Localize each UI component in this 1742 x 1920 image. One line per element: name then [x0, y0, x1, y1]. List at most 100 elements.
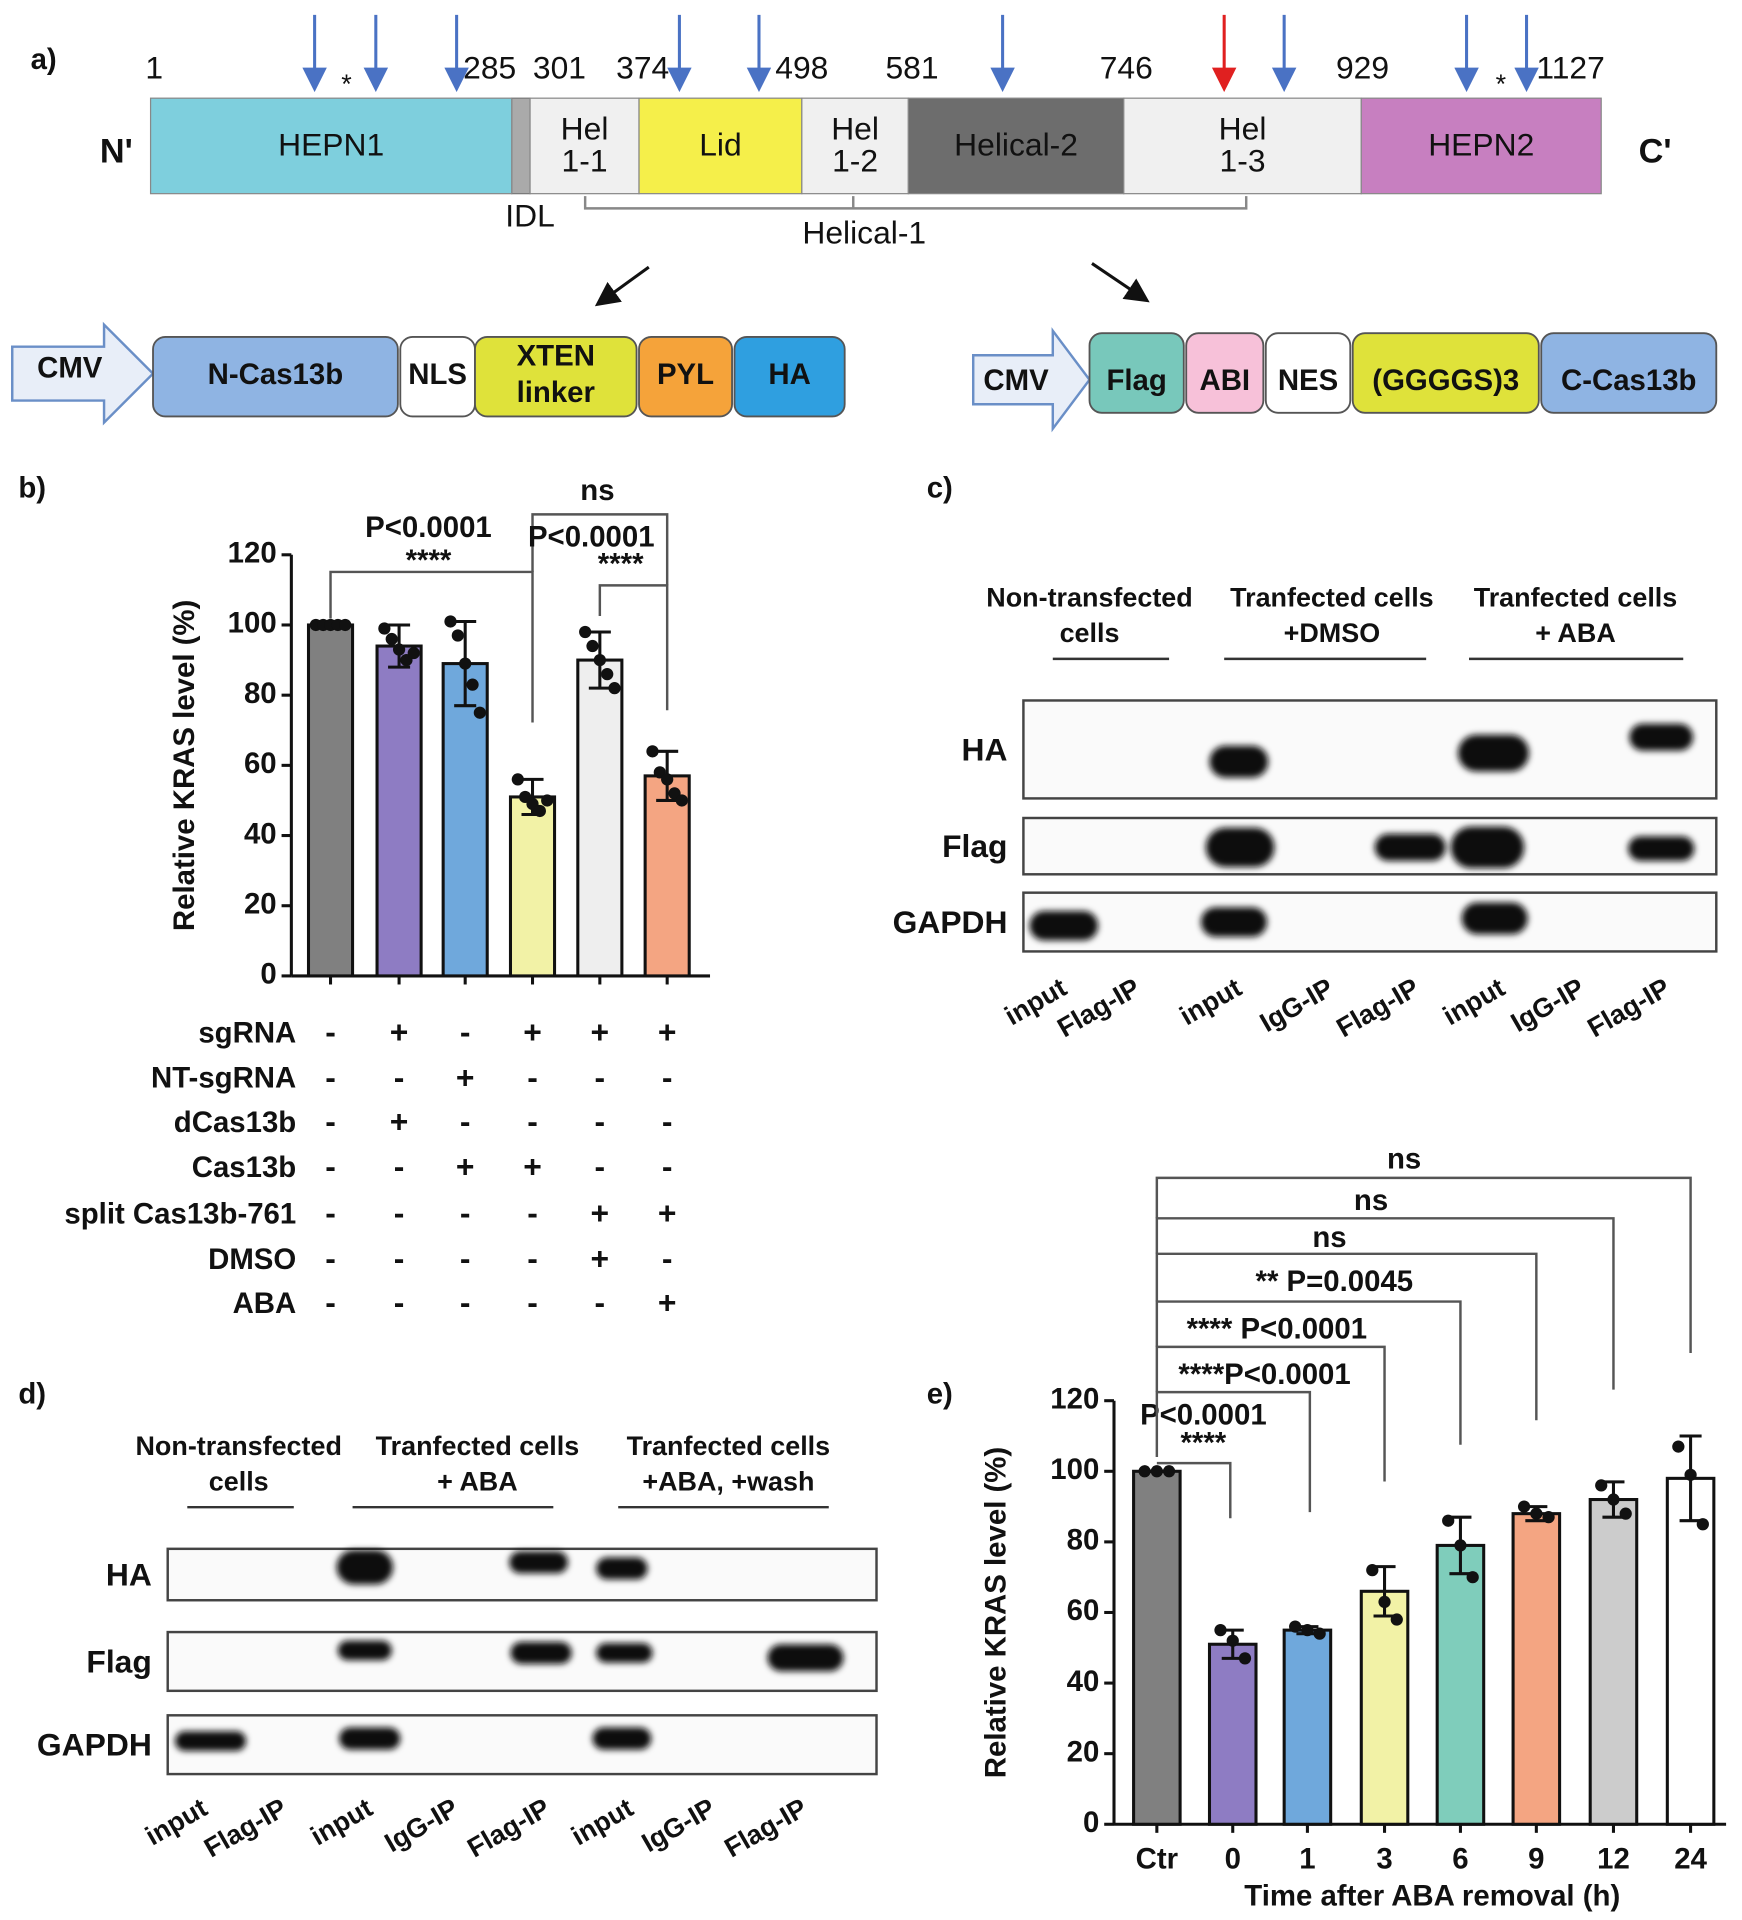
blot-band	[337, 1640, 392, 1661]
condition-sign: -	[325, 1241, 336, 1277]
condition-sign: -	[460, 1014, 471, 1050]
bar	[1132, 1469, 1182, 1826]
significance-label: P<0.0001	[365, 511, 492, 544]
construct-box	[1185, 332, 1265, 414]
data-point	[1366, 1564, 1379, 1577]
condition-sign: +	[390, 1014, 409, 1050]
bar	[1359, 1589, 1410, 1826]
significance-bracket	[1155, 1252, 1538, 1421]
data-point	[1238, 1652, 1252, 1665]
blot-band	[1205, 827, 1275, 867]
construct-label: PYL	[657, 358, 714, 391]
blot-band	[596, 1557, 648, 1580]
condition-sign: -	[595, 1149, 606, 1185]
condition-sign: +	[591, 1241, 610, 1277]
x-tick-label: 9	[1528, 1843, 1544, 1876]
condition-sign: -	[527, 1195, 538, 1231]
domain-label: 1-2	[832, 142, 878, 178]
split-arrow-left	[594, 265, 650, 307]
construct-box	[733, 335, 846, 418]
data-point	[511, 773, 524, 786]
significance-bracket	[1155, 1345, 1386, 1482]
construct-label: linker	[517, 376, 595, 409]
blot-panel	[1022, 816, 1718, 876]
condition-sign: -	[527, 1241, 538, 1277]
construct-label: C-Cas13b	[1561, 364, 1697, 397]
blot-band	[339, 1727, 401, 1750]
helical1-bracket	[583, 196, 1248, 210]
condition-sign: +	[523, 1149, 542, 1185]
condition-sign: -	[460, 1285, 471, 1321]
domain-label: Hel	[831, 111, 879, 147]
x-tick-label: 12	[1597, 1843, 1630, 1876]
construct-box	[1264, 332, 1352, 414]
y-tick-label: 120	[1050, 1382, 1099, 1415]
blot-row-label: Flag	[86, 1643, 151, 1679]
condition-sign: -	[394, 1285, 405, 1321]
data-point	[593, 653, 606, 667]
data-point	[1226, 1634, 1239, 1647]
condition-sign: -	[595, 1103, 606, 1139]
y-tick-label: 100	[228, 607, 277, 640]
construct-box	[152, 335, 399, 418]
blot-band	[336, 1550, 393, 1585]
group-header: + ABA	[1535, 618, 1616, 648]
x-tick-label: 0	[1225, 1843, 1241, 1876]
bar	[508, 795, 557, 978]
blot-band	[1629, 723, 1694, 751]
condition-sign: +	[390, 1103, 409, 1139]
panel-label: b)	[18, 472, 46, 505]
significance-label: ****	[1180, 1427, 1226, 1460]
y-axis-label: Relative KRAS level (%)	[979, 1447, 1012, 1778]
y-tick-label: 80	[244, 677, 277, 710]
y-tick-label: 120	[228, 537, 277, 570]
bar	[1665, 1476, 1716, 1826]
condition-sign: +	[591, 1014, 610, 1050]
idl-label: IDL	[505, 198, 555, 234]
data-point	[451, 629, 464, 642]
construct-box	[474, 335, 638, 418]
data-point	[661, 773, 674, 786]
blot-band	[767, 1644, 844, 1672]
construct-box	[1540, 332, 1718, 414]
construct-label: NLS	[408, 358, 467, 391]
bar	[576, 658, 624, 978]
y-axis-label: Relative KRAS level (%)	[168, 600, 201, 931]
construct-label: (GGGGS)3	[1372, 364, 1519, 397]
construct-label: CMV	[37, 352, 103, 385]
blot-band	[596, 1643, 653, 1663]
condition-sign: -	[394, 1149, 405, 1185]
significance-label: ns	[1312, 1221, 1346, 1254]
blot-band	[1450, 826, 1525, 869]
blot-band	[510, 1641, 572, 1664]
significance-bracket	[531, 513, 669, 586]
data-point	[459, 657, 472, 670]
blot-row-label: GAPDH	[37, 1727, 152, 1763]
blot-band	[1209, 745, 1269, 778]
c-terminus: C'	[1639, 132, 1672, 170]
domain-label: 1-1	[562, 142, 608, 178]
condition-name: Cas13b	[192, 1151, 297, 1184]
significance-label: P<0.0001	[1140, 1398, 1267, 1431]
data-point	[1607, 1493, 1620, 1506]
data-point	[1542, 1511, 1555, 1524]
condition-name: split Cas13b-761	[64, 1198, 296, 1231]
blot-row-label: HA	[962, 731, 1008, 767]
significance-bracket	[1155, 1390, 1312, 1513]
blot-band	[1628, 836, 1695, 861]
blot-band	[592, 1727, 652, 1750]
domain-label: HEPN2	[1428, 127, 1534, 163]
significance-label: P<0.0001	[528, 521, 655, 554]
condition-sign: -	[662, 1059, 673, 1095]
data-point	[385, 632, 398, 646]
data-point	[1378, 1595, 1391, 1609]
bar	[1207, 1642, 1258, 1826]
construct-label: XTEN	[517, 339, 595, 372]
blot-panel	[166, 1547, 878, 1602]
position-label: 1127	[1536, 49, 1604, 85]
condition-sign: -	[595, 1059, 606, 1095]
condition-sign: -	[527, 1103, 538, 1139]
blot-band	[1461, 902, 1528, 935]
data-point	[1138, 1465, 1151, 1478]
bar	[1282, 1628, 1333, 1826]
